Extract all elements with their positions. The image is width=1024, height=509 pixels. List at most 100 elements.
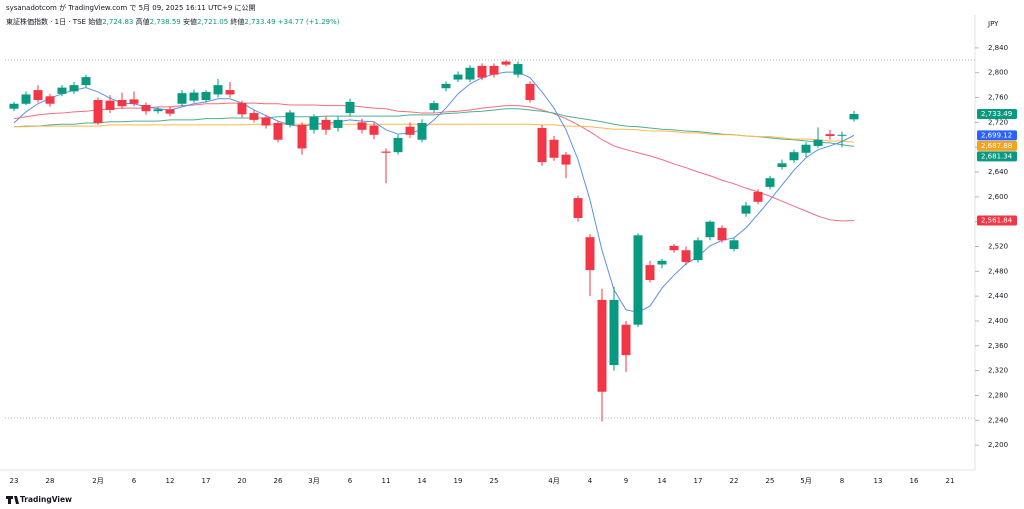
x-tick-label: 6 bbox=[132, 477, 137, 485]
candle-body bbox=[369, 125, 379, 135]
x-tick-label: 14 bbox=[418, 477, 427, 485]
candle-body bbox=[405, 126, 415, 135]
y-tick-label: 2,720 bbox=[988, 118, 1008, 126]
candle-body bbox=[441, 83, 451, 89]
currency: JPY bbox=[987, 20, 999, 28]
candle-body bbox=[213, 85, 223, 95]
candle-body bbox=[225, 90, 235, 95]
candle-body bbox=[285, 112, 295, 125]
candle-body bbox=[801, 144, 811, 153]
x-tick-label: 17 bbox=[202, 477, 211, 485]
ohlc-value: 2,733.49 bbox=[244, 18, 276, 26]
candle-body bbox=[717, 227, 727, 241]
candle-body bbox=[477, 65, 487, 78]
x-tick-label: 26 bbox=[274, 477, 283, 485]
candle-body bbox=[189, 92, 199, 101]
x-tick-label: 28 bbox=[46, 477, 55, 485]
x-tick-label: 20 bbox=[238, 477, 247, 485]
price-badge-label: 2,681.34 bbox=[981, 152, 1013, 160]
candle-body bbox=[813, 139, 823, 146]
brand-logo bbox=[6, 496, 19, 504]
candle-body bbox=[741, 205, 751, 214]
candle-body bbox=[729, 240, 739, 249]
candle-body bbox=[309, 116, 319, 130]
candle-body bbox=[201, 91, 211, 101]
candle-body bbox=[453, 74, 463, 80]
price-badge bbox=[977, 140, 1017, 151]
candle-body bbox=[261, 117, 271, 126]
candle-body bbox=[273, 122, 283, 140]
price-badge-label: 2,699.12 bbox=[981, 131, 1012, 139]
candle-body bbox=[525, 83, 535, 101]
ohlc: 始値2,724.83 高値2,738.59 安値2,721.05 終値2,733… bbox=[88, 18, 275, 26]
legend-line: 東証株価指数 · 1日 · TSE 始値2,724.83 高値2,738.59 … bbox=[6, 17, 340, 27]
candle-body bbox=[789, 152, 799, 161]
ohlc-label: 終値 bbox=[230, 18, 245, 26]
candle-body bbox=[549, 139, 559, 158]
candle-body bbox=[681, 250, 691, 263]
x-tick-label: 6 bbox=[348, 477, 353, 485]
candle-body bbox=[393, 137, 403, 153]
candle-body bbox=[93, 100, 103, 123]
instrument: 東証株価指数 · 1日 · TSE bbox=[6, 18, 86, 26]
price-badge bbox=[977, 108, 1017, 119]
candle-body bbox=[777, 163, 787, 168]
y-tick-label: 2,520 bbox=[988, 242, 1008, 250]
x-tick-label: 9 bbox=[624, 477, 628, 485]
ohlc-label: 安値 bbox=[183, 18, 197, 26]
x-tick-label: 19 bbox=[454, 477, 463, 485]
x-tick-label: 2月 bbox=[92, 477, 103, 485]
x-tick-label: 25 bbox=[490, 477, 499, 485]
candle-body bbox=[9, 103, 19, 109]
candle-body bbox=[129, 99, 139, 104]
brand: TradingView bbox=[6, 495, 72, 504]
x-tick-label: 4 bbox=[588, 477, 593, 485]
x-tick-label: 17 bbox=[694, 477, 703, 485]
candle-body bbox=[657, 260, 667, 265]
candle-body bbox=[357, 122, 367, 130]
x-tick-label: 8 bbox=[840, 477, 844, 485]
candle-body bbox=[45, 96, 55, 104]
price-badge-label: 2,733.49 bbox=[981, 110, 1012, 118]
ohlc-value: 2,724.83 bbox=[102, 18, 134, 26]
change: +34.77 (+1.29%) bbox=[277, 18, 340, 26]
y-tick-label: 2,640 bbox=[988, 168, 1008, 176]
x-tick-label: 12 bbox=[166, 477, 175, 485]
candle-body bbox=[705, 221, 715, 238]
candle-body bbox=[105, 100, 115, 110]
candle-body bbox=[621, 324, 631, 356]
candle-body bbox=[57, 87, 67, 94]
published-line: sysanadotcom が TradingView.com で 5月 09, … bbox=[6, 4, 256, 12]
candle-body bbox=[669, 245, 679, 251]
candle-body bbox=[765, 178, 775, 187]
ohlc-value: 2,721.05 bbox=[197, 18, 229, 26]
candle-body bbox=[249, 113, 259, 120]
ma-line bbox=[13, 102, 855, 222]
y-tick-label: 2,840 bbox=[988, 44, 1008, 52]
candle-body bbox=[33, 90, 43, 101]
ma-line bbox=[14, 123, 855, 143]
y-tick-label: 2,240 bbox=[988, 416, 1008, 424]
y-tick-label: 2,800 bbox=[988, 69, 1008, 77]
x-tick-label: 11 bbox=[382, 477, 391, 485]
candle-body bbox=[609, 299, 619, 366]
candle-body bbox=[753, 191, 763, 202]
y-tick-label: 2,440 bbox=[988, 292, 1008, 300]
price-badge bbox=[977, 151, 1017, 162]
candle-body bbox=[501, 61, 511, 65]
candle-body bbox=[825, 134, 835, 137]
price-badge bbox=[977, 215, 1017, 226]
ma-line bbox=[13, 108, 855, 147]
y-tick-label: 2,400 bbox=[988, 317, 1008, 325]
candle-body bbox=[645, 265, 655, 281]
candle-body bbox=[117, 100, 127, 107]
x-tick-label: 22 bbox=[730, 477, 739, 485]
y-tick-label: 2,200 bbox=[988, 441, 1008, 449]
candle-body bbox=[837, 134, 847, 136]
ohlc-value: 2,738.59 bbox=[149, 18, 181, 26]
candle-body bbox=[597, 299, 607, 392]
x-tick-label: 16 bbox=[910, 477, 919, 485]
x-tick-label: 13 bbox=[874, 477, 883, 485]
y-tick-label: 2,760 bbox=[988, 94, 1008, 102]
